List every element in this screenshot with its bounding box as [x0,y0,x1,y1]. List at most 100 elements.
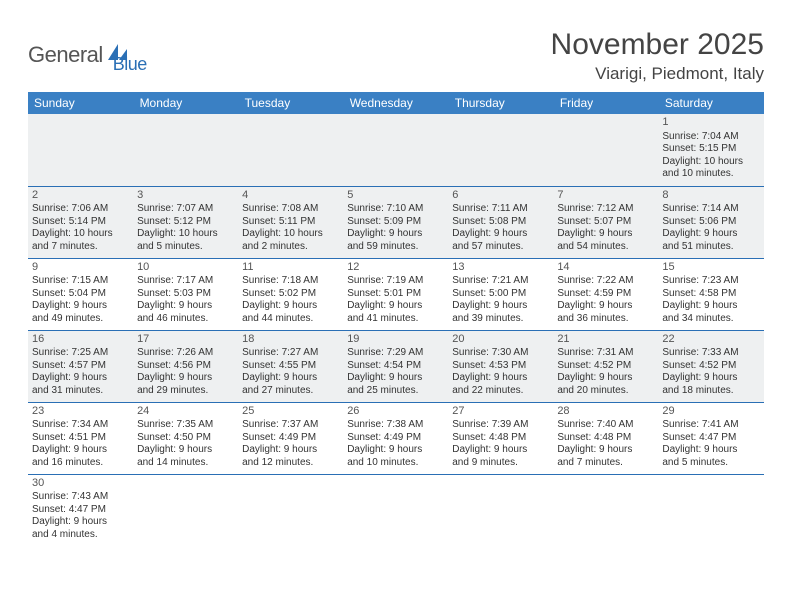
sunrise-text: Sunrise: 7:43 AM [32,491,129,504]
sunset-text: Sunset: 5:02 PM [242,288,339,301]
calendar-cell [133,114,238,186]
calendar-head: SundayMondayTuesdayWednesdayThursdayFrid… [28,92,764,114]
sunset-text: Sunset: 4:50 PM [137,432,234,445]
day-number: 24 [137,405,234,419]
sunrise-text: Sunrise: 7:39 AM [452,419,549,432]
daylight-text: Daylight: 10 hours [662,156,759,169]
day-header: Tuesday [238,92,343,114]
day-number: 29 [662,405,759,419]
sunrise-text: Sunrise: 7:06 AM [32,203,129,216]
calendar-cell: 4Sunrise: 7:08 AMSunset: 5:11 PMDaylight… [238,186,343,258]
daylight-text: and 7 minutes. [557,457,654,470]
day-number: 19 [347,333,444,347]
sunset-text: Sunset: 4:52 PM [557,360,654,373]
calendar-cell: 22Sunrise: 7:33 AMSunset: 4:52 PMDayligh… [658,330,763,402]
sunrise-text: Sunrise: 7:27 AM [242,347,339,360]
day-header: Sunday [28,92,133,114]
day-number: 8 [662,189,759,203]
daylight-text: Daylight: 9 hours [32,372,129,385]
sunrise-text: Sunrise: 7:21 AM [452,275,549,288]
daylight-text: and 44 minutes. [242,313,339,326]
calendar-week: 2Sunrise: 7:06 AMSunset: 5:14 PMDaylight… [28,186,764,258]
day-number: 21 [557,333,654,347]
day-header: Friday [553,92,658,114]
sunset-text: Sunset: 5:01 PM [347,288,444,301]
calendar-cell: 21Sunrise: 7:31 AMSunset: 4:52 PMDayligh… [553,330,658,402]
daylight-text: and 7 minutes. [32,241,129,254]
sunset-text: Sunset: 5:03 PM [137,288,234,301]
logo-text-blue: Blue [113,54,147,75]
daylight-text: Daylight: 9 hours [347,372,444,385]
daylight-text: Daylight: 9 hours [662,300,759,313]
calendar-cell: 29Sunrise: 7:41 AMSunset: 4:47 PMDayligh… [658,402,763,474]
sunrise-text: Sunrise: 7:29 AM [347,347,444,360]
sunrise-text: Sunrise: 7:34 AM [32,419,129,432]
day-number: 17 [137,333,234,347]
daylight-text: and 2 minutes. [242,241,339,254]
calendar-cell: 14Sunrise: 7:22 AMSunset: 4:59 PMDayligh… [553,258,658,330]
sunrise-text: Sunrise: 7:19 AM [347,275,444,288]
day-header: Thursday [448,92,553,114]
calendar-cell [658,474,763,546]
calendar-cell: 2Sunrise: 7:06 AMSunset: 5:14 PMDaylight… [28,186,133,258]
daylight-text: Daylight: 9 hours [137,300,234,313]
day-number: 5 [347,189,444,203]
calendar-cell: 25Sunrise: 7:37 AMSunset: 4:49 PMDayligh… [238,402,343,474]
sunrise-text: Sunrise: 7:07 AM [137,203,234,216]
daylight-text: Daylight: 10 hours [242,228,339,241]
daylight-text: and 5 minutes. [137,241,234,254]
calendar-cell: 7Sunrise: 7:12 AMSunset: 5:07 PMDaylight… [553,186,658,258]
sunset-text: Sunset: 5:09 PM [347,216,444,229]
calendar-page: General Blue November 2025 Viarigi, Pied… [0,0,792,546]
daylight-text: Daylight: 10 hours [32,228,129,241]
sunset-text: Sunset: 5:08 PM [452,216,549,229]
sunrise-text: Sunrise: 7:12 AM [557,203,654,216]
day-number: 12 [347,261,444,275]
calendar-cell [343,474,448,546]
sunset-text: Sunset: 4:58 PM [662,288,759,301]
calendar-table: SundayMondayTuesdayWednesdayThursdayFrid… [28,92,764,546]
calendar-cell: 17Sunrise: 7:26 AMSunset: 4:56 PMDayligh… [133,330,238,402]
sunrise-text: Sunrise: 7:30 AM [452,347,549,360]
daylight-text: and 27 minutes. [242,385,339,398]
day-header: Monday [133,92,238,114]
sunset-text: Sunset: 4:57 PM [32,360,129,373]
calendar-cell: 6Sunrise: 7:11 AMSunset: 5:08 PMDaylight… [448,186,553,258]
day-number: 23 [32,405,129,419]
sunrise-text: Sunrise: 7:04 AM [662,131,759,144]
title-block: November 2025 Viarigi, Piedmont, Italy [551,28,764,84]
daylight-text: and 9 minutes. [452,457,549,470]
calendar-cell: 18Sunrise: 7:27 AMSunset: 4:55 PMDayligh… [238,330,343,402]
day-header-row: SundayMondayTuesdayWednesdayThursdayFrid… [28,92,764,114]
daylight-text: and 36 minutes. [557,313,654,326]
daylight-text: and 16 minutes. [32,457,129,470]
sunrise-text: Sunrise: 7:25 AM [32,347,129,360]
daylight-text: Daylight: 9 hours [32,444,129,457]
day-number: 3 [137,189,234,203]
calendar-cell [238,474,343,546]
sunrise-text: Sunrise: 7:31 AM [557,347,654,360]
calendar-cell [238,114,343,186]
sunrise-text: Sunrise: 7:15 AM [32,275,129,288]
calendar-cell: 15Sunrise: 7:23 AMSunset: 4:58 PMDayligh… [658,258,763,330]
location-label: Viarigi, Piedmont, Italy [551,64,764,84]
calendar-cell: 30Sunrise: 7:43 AMSunset: 4:47 PMDayligh… [28,474,133,546]
daylight-text: Daylight: 9 hours [452,228,549,241]
sunset-text: Sunset: 5:14 PM [32,216,129,229]
calendar-week: 9Sunrise: 7:15 AMSunset: 5:04 PMDaylight… [28,258,764,330]
daylight-text: Daylight: 9 hours [347,444,444,457]
calendar-cell: 3Sunrise: 7:07 AMSunset: 5:12 PMDaylight… [133,186,238,258]
day-number: 27 [452,405,549,419]
day-number: 14 [557,261,654,275]
day-number: 6 [452,189,549,203]
calendar-cell: 26Sunrise: 7:38 AMSunset: 4:49 PMDayligh… [343,402,448,474]
sunset-text: Sunset: 4:48 PM [557,432,654,445]
daylight-text: Daylight: 9 hours [452,444,549,457]
sunset-text: Sunset: 4:48 PM [452,432,549,445]
daylight-text: Daylight: 9 hours [452,372,549,385]
calendar-cell: 12Sunrise: 7:19 AMSunset: 5:01 PMDayligh… [343,258,448,330]
day-number: 25 [242,405,339,419]
daylight-text: Daylight: 9 hours [662,372,759,385]
sunset-text: Sunset: 4:52 PM [662,360,759,373]
day-number: 10 [137,261,234,275]
